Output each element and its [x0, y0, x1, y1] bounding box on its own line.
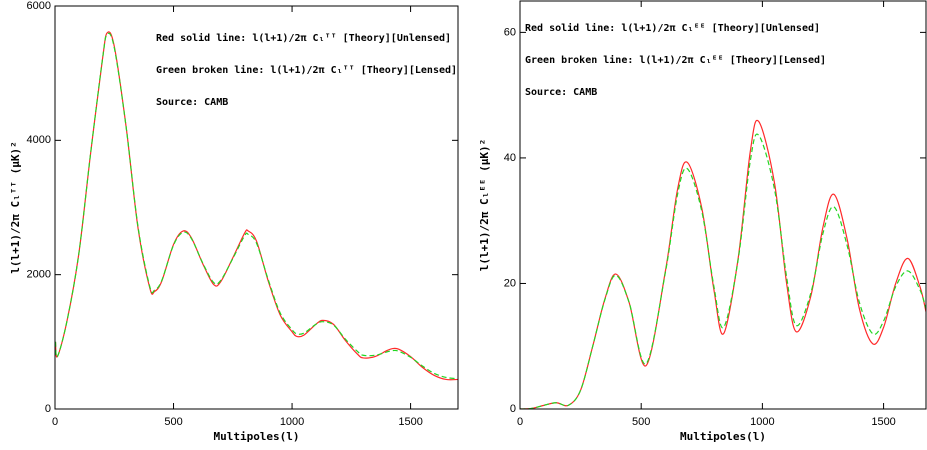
x-tick-label: 1000 — [750, 416, 774, 428]
series-line — [520, 119, 926, 409]
legend-entry: Red solid line: l(l+1)/2π Cₗᵀᵀ [Theory][… — [156, 32, 451, 44]
legend-entry: Green broken line: l(l+1)/2π Cₗᴱᴱ [Theor… — [525, 54, 826, 66]
y-tick-label: 0 — [510, 403, 516, 415]
series-line — [55, 31, 458, 381]
x-tick-label: 500 — [632, 416, 650, 428]
series-line — [520, 133, 926, 409]
x-tick-label: 1000 — [280, 416, 304, 428]
x-tick-label: 500 — [164, 416, 182, 428]
y-tick-label: 6000 — [27, 0, 51, 12]
annotation: Source: CAMB — [156, 97, 228, 108]
plot-frame — [519, 0, 927, 410]
y-axis-label: l(l+1)/2π Cₗᵀᵀ (μK)² — [9, 141, 22, 273]
x-tick-label: 1500 — [871, 416, 895, 428]
plot: 0 500 1000 1500 0 20 40 60 Multipoles(l) l(l+1)/2… — [478, 0, 927, 443]
x-tick-label: 0 — [517, 416, 523, 428]
annotation: Source: CAMB — [525, 87, 597, 98]
series-line — [55, 32, 458, 380]
plot-frame — [54, 5, 459, 410]
legend-entry: Green broken line: l(l+1)/2π Cₗᵀᵀ [Theor… — [156, 64, 457, 76]
x-axis-label: Multipoles(l) — [213, 430, 299, 443]
x-tick-label: 1500 — [398, 416, 422, 428]
y-tick-label: 4000 — [27, 134, 51, 146]
y-tick-label: 20 — [504, 277, 516, 289]
y-axis-label: l(l+1)/2π Cₗᴱᴱ (μK)² — [478, 139, 491, 271]
x-tick-label: 0 — [52, 416, 58, 428]
plot: 0 500 1000 1500 0 2000 4000 6000 Multipoles(l) l(… — [9, 0, 459, 443]
x-axis-label: Multipoles(l) — [680, 430, 766, 443]
legend-entry: Red solid line: l(l+1)/2π Cₗᴱᴱ [Theory][… — [525, 22, 820, 34]
y-tick-label: 40 — [504, 152, 516, 164]
y-tick-label: 0 — [45, 403, 51, 415]
y-tick-label: 60 — [504, 26, 516, 38]
y-tick-label: 2000 — [27, 269, 51, 281]
